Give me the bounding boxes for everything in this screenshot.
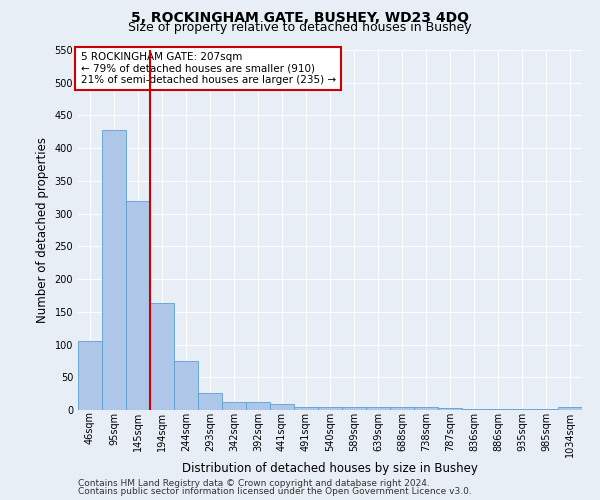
Y-axis label: Number of detached properties: Number of detached properties xyxy=(36,137,49,323)
Bar xyxy=(222,402,246,410)
Text: 5 ROCKINGHAM GATE: 207sqm
← 79% of detached houses are smaller (910)
21% of semi: 5 ROCKINGHAM GATE: 207sqm ← 79% of detac… xyxy=(80,52,335,85)
Bar xyxy=(486,408,510,410)
Bar xyxy=(78,342,102,410)
Bar xyxy=(198,393,222,410)
Text: 5, ROCKINGHAM GATE, BUSHEY, WD23 4DQ: 5, ROCKINGHAM GATE, BUSHEY, WD23 4DQ xyxy=(131,11,469,25)
Text: Contains public sector information licensed under the Open Government Licence v3: Contains public sector information licen… xyxy=(78,487,472,496)
Bar xyxy=(246,402,270,410)
Bar xyxy=(558,408,582,410)
Text: Contains HM Land Registry data © Crown copyright and database right 2024.: Contains HM Land Registry data © Crown c… xyxy=(78,478,430,488)
X-axis label: Distribution of detached houses by size in Bushey: Distribution of detached houses by size … xyxy=(182,462,478,475)
Bar xyxy=(462,408,486,410)
Bar xyxy=(126,200,150,410)
Bar xyxy=(342,406,366,410)
Bar xyxy=(294,406,318,410)
Bar xyxy=(438,408,462,410)
Bar xyxy=(270,404,294,410)
Bar xyxy=(414,408,438,410)
Bar xyxy=(390,408,414,410)
Text: Size of property relative to detached houses in Bushey: Size of property relative to detached ho… xyxy=(128,22,472,35)
Bar xyxy=(102,130,126,410)
Bar xyxy=(150,304,174,410)
Bar xyxy=(174,361,198,410)
Bar xyxy=(318,406,342,410)
Bar xyxy=(510,408,534,410)
Bar xyxy=(366,408,390,410)
Bar xyxy=(534,408,558,410)
